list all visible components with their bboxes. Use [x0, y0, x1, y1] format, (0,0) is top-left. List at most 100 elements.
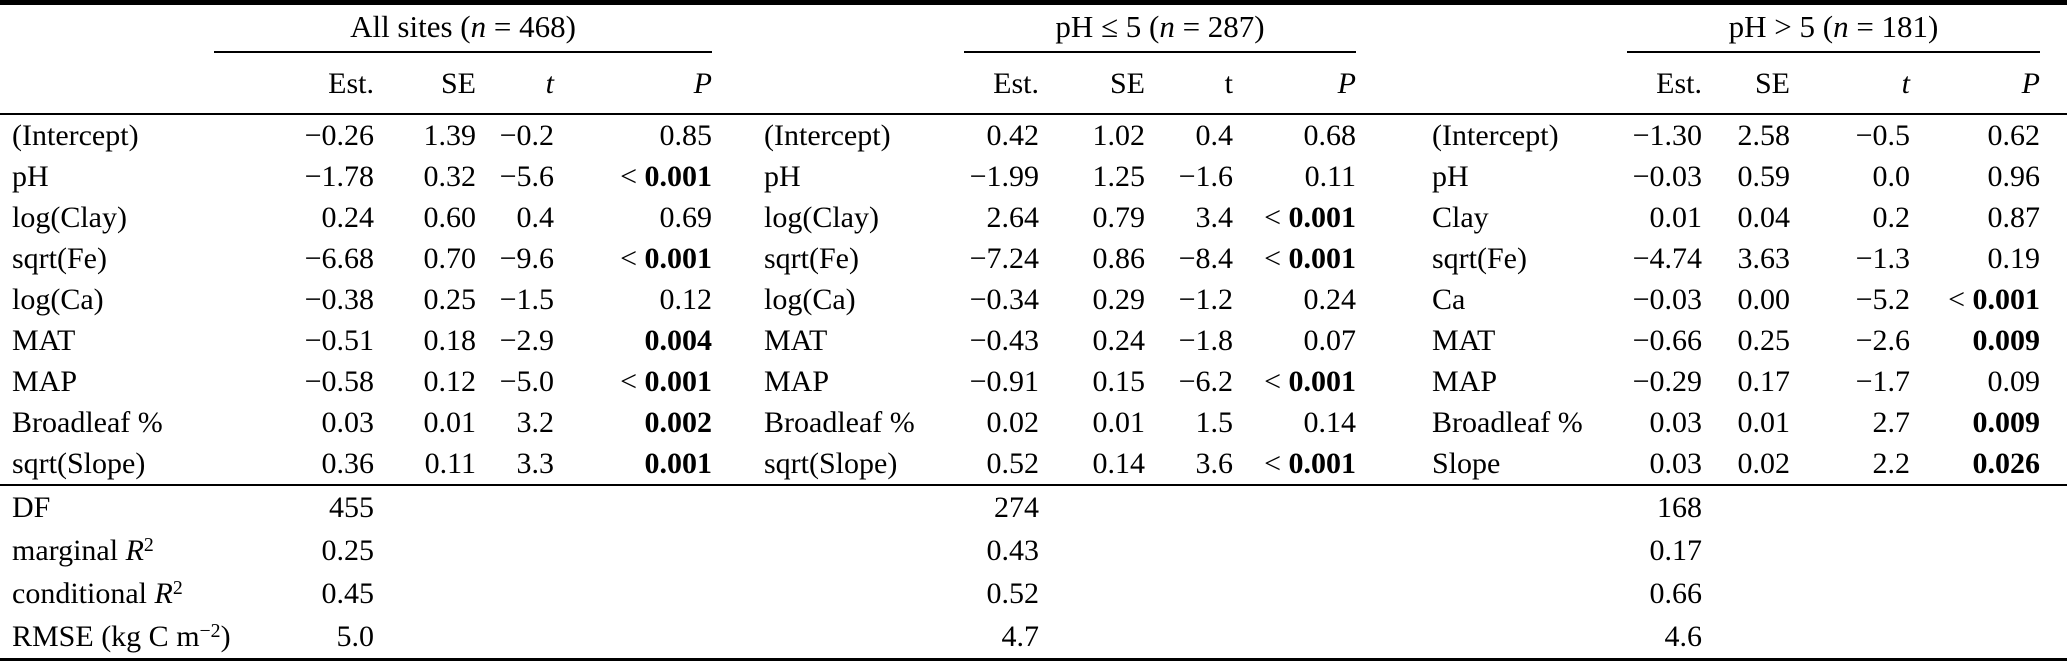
coef-label: MAT [12, 324, 76, 357]
p-prefix: < [620, 365, 645, 398]
t-value: −2.6 [1855, 324, 1910, 357]
t-value: −1.2 [1178, 283, 1233, 316]
coef-label: sqrt(Slope) [12, 447, 146, 480]
est-value: −0.91 [969, 365, 1039, 398]
p-value: 0.11 [1233, 156, 1356, 197]
summary-label-sup: −2 [199, 620, 221, 643]
col-header-se-g3: SE [1754, 67, 1790, 100]
summary-label: conditional R2 [12, 572, 214, 615]
coef-label: (Intercept) [764, 119, 891, 152]
est-value: −0.43 [969, 324, 1039, 357]
summary-label-text: conditional [12, 577, 155, 610]
group-title-text: pH ≤ 5 ( [1055, 9, 1160, 44]
est-value: 0.24 [321, 201, 375, 234]
p-number: 0.85 [659, 119, 713, 152]
p-value: 0.62 [1910, 115, 2041, 156]
summary-label-text: RMSE (kg C m [12, 620, 200, 653]
se-value: 0.01 [1737, 406, 1791, 439]
p-prefix: < [1948, 283, 1973, 316]
p-number: 0.009 [1972, 406, 2041, 439]
summary-value: 168 [1657, 491, 1702, 524]
se-value: 0.59 [1737, 160, 1791, 193]
p-number: 0.001 [644, 160, 713, 193]
t-value: 0.4 [516, 201, 555, 234]
se-value: 0.15 [1092, 365, 1146, 398]
se-value: 0.12 [423, 365, 477, 398]
p-value: 0.009 [1910, 320, 2041, 361]
group-title-text: pH > 5 ( [1728, 9, 1834, 44]
est-value: −6.68 [304, 242, 374, 275]
summary-label-text: ) [220, 620, 231, 653]
se-value: 0.86 [1092, 242, 1146, 275]
coef-label: sqrt(Fe) [1432, 242, 1527, 275]
p-number: 0.11 [1304, 160, 1356, 193]
t-value: 3.4 [1195, 201, 1234, 234]
coef-label: MAP [764, 365, 830, 398]
t-value: −2.9 [499, 324, 554, 357]
group-title-n: n [1833, 9, 1849, 44]
coef-label: MAT [1432, 324, 1496, 357]
est-value: 0.42 [986, 119, 1040, 152]
coef-label: (Intercept) [12, 119, 139, 152]
est-value: −0.51 [304, 324, 374, 357]
p-number: 0.19 [1987, 242, 2041, 275]
p-prefix: < [1264, 447, 1289, 480]
summary-label-sup: 2 [172, 577, 183, 600]
coef-row: sqrt(Slope) 0.36 0.11 3.3 0.001 sqrt(Slope) 0.… [0, 443, 2067, 484]
coef-label: Broadleaf % [12, 406, 163, 439]
summary-label-symbol: R [154, 577, 173, 610]
p-number: 0.002 [644, 406, 713, 439]
mid-rule [0, 484, 2067, 486]
t-value: 3.2 [516, 406, 555, 439]
p-prefix: < [1264, 201, 1289, 234]
p-number: 0.001 [1288, 242, 1357, 275]
est-value: −0.58 [304, 365, 374, 398]
est-value: −0.38 [304, 283, 374, 316]
coef-row: log(Ca) −0.38 0.25 −1.5 0.12 log(Ca) −0.34 0.29… [0, 279, 2067, 320]
coef-row: MAP −0.58 0.12 −5.0 < 0.001 MAP −0.91 0.15 −6.2 <… [0, 361, 2067, 402]
coef-label: Ca [1432, 283, 1466, 316]
group-title-text: = 468) [486, 9, 576, 44]
p-value: 0.14 [1233, 402, 1357, 443]
p-number: 0.09 [1987, 365, 2041, 398]
summary-value: 0.43 [986, 534, 1040, 567]
coef-label: pH [1432, 160, 1469, 193]
summary-row: DF 455 274 168 [0, 486, 2067, 529]
p-prefix: < [1264, 365, 1289, 398]
se-value: 0.79 [1092, 201, 1146, 234]
coef-label: sqrt(Fe) [12, 242, 107, 275]
column-header-row: Est. SE t P Est. SE t P Est. SE t P [0, 53, 2067, 113]
p-value: 0.09 [1910, 361, 2041, 402]
se-value: 1.25 [1092, 160, 1146, 193]
p-value: 0.12 [554, 279, 713, 320]
summary-label-symbol: R [125, 534, 144, 567]
p-value: < 0.001 [1233, 443, 1356, 484]
se-value: 0.17 [1737, 365, 1791, 398]
coef-label: pH [12, 160, 49, 193]
p-number: 0.62 [1987, 119, 2041, 152]
col-header-p-g2: P [1337, 67, 1356, 100]
summary-value: 0.17 [1649, 534, 1703, 567]
group-title-n: n [1159, 9, 1175, 44]
se-value: 0.02 [1737, 447, 1791, 480]
p-number: 0.14 [1303, 406, 1357, 439]
se-value: 0.29 [1092, 283, 1146, 316]
p-number: 0.24 [1303, 283, 1357, 316]
p-value: 0.87 [1910, 197, 2041, 238]
summary-value: 274 [994, 491, 1039, 524]
p-value: < 0.001 [1233, 361, 1356, 402]
p-number: 0.001 [644, 365, 713, 398]
t-value: 0.2 [1872, 201, 1911, 234]
est-value: 0.52 [986, 447, 1040, 480]
header-rule [0, 113, 2067, 115]
coef-label: (Intercept) [1432, 119, 1559, 152]
coef-row: log(Clay) 0.24 0.60 0.4 0.69 log(Clay) 2.64 0.7… [0, 197, 2067, 238]
se-value: 0.00 [1737, 283, 1791, 316]
p-number: 0.001 [1288, 447, 1357, 480]
p-number: 0.009 [1972, 324, 2041, 357]
p-number: 0.07 [1303, 324, 1357, 357]
se-value: 0.25 [1737, 324, 1791, 357]
col-header-t-g2: t [1224, 67, 1233, 100]
summary-value: 0.66 [1649, 577, 1703, 610]
